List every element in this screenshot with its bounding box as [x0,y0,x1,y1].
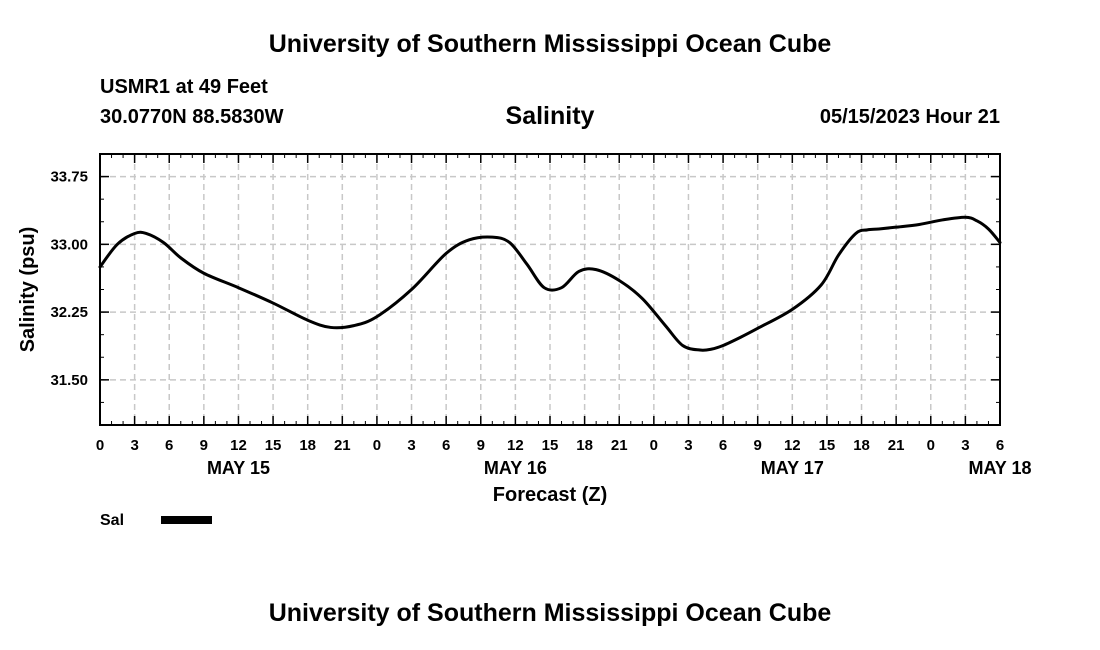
x-tick-label: 21 [334,437,351,454]
x-tick-label: 0 [650,437,658,454]
x-tick-label: 15 [265,437,282,454]
legend-swatch [161,516,212,524]
y-tick-label: 32.25 [50,304,88,321]
x-tick-label: 6 [442,437,450,454]
x-tick-label: 12 [230,437,247,454]
date-label: MAY 18 [968,458,1031,478]
x-tick-label: 18 [299,437,316,454]
date-label: MAY 15 [207,458,270,478]
x-tick-label: 3 [407,437,415,454]
plot-frame [99,153,1001,426]
x-tick-label: 0 [96,437,104,454]
x-tick-label: 9 [477,437,485,454]
x-tick-label: 9 [754,437,762,454]
coordinates-label: 30.0770N 88.5830W [100,106,284,128]
x-tick-label: 9 [200,437,208,454]
chart-title: Salinity [505,102,595,130]
series-line-sal [98,215,1002,352]
x-tick-label: 0 [927,437,935,454]
y-tick-label: 31.50 [50,372,88,389]
x-tick-label: 3 [684,437,692,454]
x-tick-label: 6 [165,437,173,454]
x-tick-label: 12 [784,437,801,454]
x-tick-label: 12 [507,437,524,454]
x-tick-label: 15 [542,437,559,454]
datetime-label: 05/15/2023 Hour 21 [819,106,1000,128]
footer-title: University of Southern Mississippi Ocean… [268,599,832,627]
y-tick-label: 33.75 [50,169,88,186]
x-tick-label: 3 [961,437,969,454]
x-axis-label: Forecast (Z) [493,484,607,506]
x-tick-label: 3 [130,437,138,454]
date-label: MAY 16 [484,458,547,478]
x-tick-label: 21 [611,437,628,454]
station-label: USMR1 at 49 Feet [100,76,268,98]
x-tick-label: 15 [819,437,836,454]
y-tick-label: 33.00 [50,236,88,253]
x-tick-label: 18 [576,437,593,454]
x-tick-label: 18 [853,437,870,454]
x-tick-label: 6 [996,437,1004,454]
x-tick-label: 6 [719,437,727,454]
date-label: MAY 17 [761,458,824,478]
y-axis-label: Salinity (psu) [17,227,39,353]
page-title: University of Southern Mississippi Ocean… [268,30,832,58]
x-tick-label: 21 [888,437,905,454]
x-tick-label: 0 [373,437,381,454]
legend-label: Sal [100,512,124,529]
